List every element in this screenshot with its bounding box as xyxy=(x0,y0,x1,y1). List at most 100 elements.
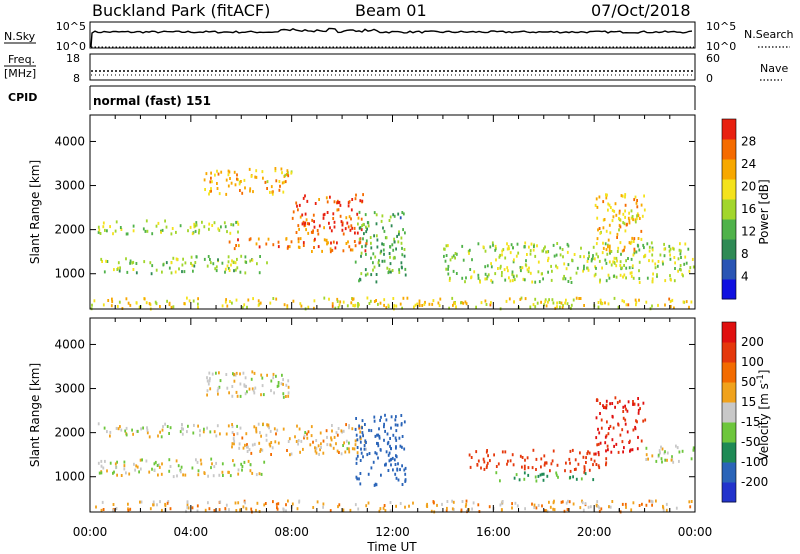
echo-cell xyxy=(413,305,415,309)
echo-cell xyxy=(495,258,497,262)
echo-cell xyxy=(360,251,363,255)
echo-cell xyxy=(447,267,449,271)
echo-cell xyxy=(607,238,610,242)
echo-cell xyxy=(169,426,172,430)
echo-cell xyxy=(212,474,215,478)
echo-cell xyxy=(624,193,627,197)
echo-cell xyxy=(303,436,305,440)
echo-cell xyxy=(389,458,392,462)
echo-cell xyxy=(211,224,214,227)
echo-cell xyxy=(378,436,381,440)
echo-cell xyxy=(537,260,540,264)
echo-cell xyxy=(101,260,103,263)
echo-cell xyxy=(263,503,266,507)
nave-label: Nave xyxy=(760,62,788,75)
echo-cell xyxy=(199,458,202,462)
echo-cell xyxy=(618,211,621,215)
echo-cell xyxy=(329,195,331,199)
echo-cell xyxy=(624,229,627,233)
echo-cell xyxy=(376,245,379,249)
echo-cell xyxy=(454,302,456,306)
echo-cell xyxy=(315,439,318,442)
echo-cell xyxy=(632,218,634,222)
echo-cell xyxy=(515,473,518,477)
echo-cell xyxy=(210,176,212,180)
echo-cell xyxy=(330,436,332,440)
echo-cell xyxy=(307,305,310,309)
echo-cell xyxy=(112,232,114,236)
echo-cell xyxy=(404,231,406,235)
echo-cell xyxy=(322,213,325,217)
echo-cell xyxy=(527,270,530,274)
echo-cell xyxy=(203,178,206,182)
echo-cell xyxy=(372,261,374,265)
echo-cell xyxy=(301,213,304,217)
echo-cell xyxy=(119,266,121,270)
echo-cell xyxy=(356,212,359,216)
echo-cell xyxy=(158,465,161,469)
echo-cell xyxy=(529,305,532,309)
echo-cell xyxy=(326,211,329,214)
echo-cell xyxy=(332,240,335,244)
echo-cell xyxy=(356,454,359,458)
echo-cell xyxy=(210,171,212,175)
echo-cell xyxy=(270,389,272,393)
echo-cell xyxy=(271,446,274,450)
echo-cell xyxy=(258,245,261,249)
echo-cell xyxy=(601,251,604,255)
echo-cell xyxy=(236,432,239,436)
echo-cell xyxy=(261,170,264,174)
echo-cell xyxy=(233,442,235,446)
echo-cell xyxy=(112,471,114,475)
echo-cell xyxy=(186,430,188,434)
echo-cell xyxy=(377,261,380,265)
echo-cell xyxy=(400,414,403,417)
echo-region xyxy=(97,457,266,479)
echo-cell xyxy=(135,301,138,305)
echo-cell xyxy=(691,257,694,261)
echo-cell xyxy=(550,462,553,466)
echo-cell xyxy=(354,427,357,431)
echo-cell xyxy=(331,424,333,427)
echo-cell xyxy=(120,474,123,477)
echo-cell xyxy=(401,435,404,438)
echo-cell xyxy=(359,482,362,486)
echo-cell xyxy=(393,214,396,218)
echo-cell xyxy=(455,305,457,309)
echo-cell xyxy=(200,462,203,466)
echo-cell xyxy=(194,261,197,264)
echo-cell xyxy=(588,468,591,472)
echo-cell xyxy=(367,472,370,476)
echo-cell xyxy=(112,509,114,513)
echo-cell xyxy=(449,258,452,262)
echo-cell xyxy=(379,301,382,305)
cpid-panel: CPID normal (fast) 151 xyxy=(8,85,696,110)
echo-cell xyxy=(219,432,221,436)
echo-cell xyxy=(388,451,391,455)
echo-cell xyxy=(195,221,198,225)
echo-cell xyxy=(125,297,128,301)
echo-cell xyxy=(581,501,584,505)
echo-cell xyxy=(197,305,199,309)
echo-cell xyxy=(631,236,634,240)
echo-cell xyxy=(222,474,224,477)
echo-cell xyxy=(193,225,196,229)
echo-cell xyxy=(523,467,526,471)
echo-cell xyxy=(484,272,487,276)
colorbar-tick-label: 100 xyxy=(741,355,764,369)
y-tick-label: 2000 xyxy=(54,426,85,440)
echo-cell xyxy=(606,193,608,197)
echo-cell xyxy=(344,227,347,231)
echo-cell xyxy=(225,192,228,196)
echo-cell xyxy=(342,300,345,304)
colorbar-frame xyxy=(721,321,737,503)
echo-cell xyxy=(136,465,139,469)
echo-cell xyxy=(401,211,404,214)
echo-cell xyxy=(537,474,540,478)
echo-cell xyxy=(375,273,378,276)
echo-cell xyxy=(224,225,227,229)
echo-cell xyxy=(388,268,391,272)
echo-cell xyxy=(190,261,192,265)
y-tick-label: 1000 xyxy=(54,470,85,484)
echo-cell xyxy=(354,231,356,235)
